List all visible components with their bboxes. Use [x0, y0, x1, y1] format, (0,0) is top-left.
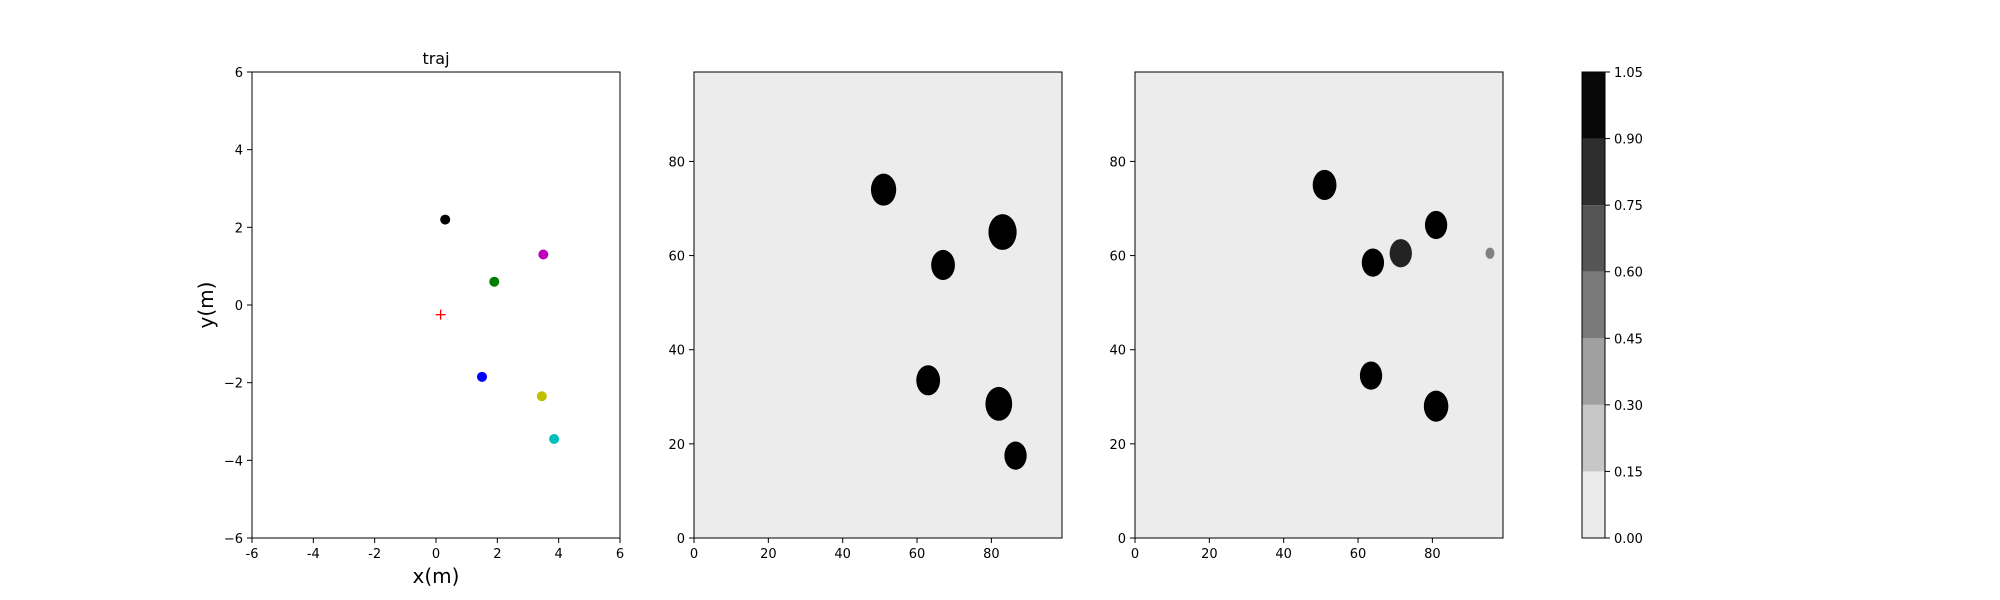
- plus-marker: [435, 309, 446, 320]
- colorbar-band: [1582, 338, 1605, 405]
- y-tick-label: 20: [668, 438, 685, 453]
- colorbar-band: [1582, 471, 1605, 538]
- y-tick-label: 0: [235, 299, 243, 314]
- x-tick-label: -4: [307, 547, 320, 562]
- x-tick-label: 40: [1275, 547, 1292, 562]
- heatmap-blob: [931, 249, 955, 281]
- colorbar-tick-label: 0.15: [1614, 465, 1643, 480]
- scatter-point: [549, 433, 560, 444]
- chart-title: traj: [422, 49, 449, 68]
- heatmap-blobs: [870, 173, 1027, 470]
- heatmap-blob: [985, 386, 1013, 421]
- x-tick-label: 6: [616, 547, 624, 562]
- y-tick-label: 80: [668, 155, 685, 170]
- colorbar: 0.00 0.15 0.30 0.45 0.60 0.75 0.90 1.05: [1581, 66, 1643, 547]
- heatmap-blob: [916, 365, 941, 396]
- x-tick-label: -6: [246, 547, 259, 562]
- x-tick-label: 0: [432, 547, 440, 562]
- x-tick-label: 20: [760, 547, 777, 562]
- heatmap-blob: [1424, 210, 1448, 240]
- heatmap-blob: [1361, 248, 1385, 277]
- x-tick-label: -2: [368, 547, 381, 562]
- heatmap-background: [694, 72, 1062, 538]
- y-axis-label: y(m): [194, 282, 218, 329]
- axis-ticks: -6 -4 -2 0 2 4 6 −6 −4 −2 0 2 4 6: [224, 66, 624, 562]
- colorbar-band: [1582, 205, 1605, 272]
- y-tick-label: 0: [1118, 532, 1126, 547]
- y-tick-label: 0: [677, 532, 685, 547]
- y-tick-label: 60: [1109, 250, 1126, 265]
- scatter-point: [538, 249, 549, 260]
- colorbar-band: [1582, 271, 1605, 339]
- heatmap-blobs: [1312, 169, 1495, 422]
- heatmap-blob: [1423, 390, 1449, 422]
- scatter-point: [536, 391, 547, 402]
- y-tick-label: −2: [224, 377, 243, 392]
- heatmap-blob: [870, 173, 897, 206]
- colorbar-tick-label: 0.90: [1614, 133, 1643, 148]
- x-axis-label: x(m): [413, 564, 460, 588]
- colorbar-bands: [1582, 72, 1605, 538]
- y-tick-label: −6: [224, 532, 243, 547]
- heatmap-blob: [988, 214, 1017, 250]
- heatmap-blob: [1485, 247, 1495, 259]
- x-tick-label: 80: [1424, 547, 1441, 562]
- colorbar-tick-label: 0.30: [1614, 399, 1643, 414]
- x-tick-label: 2: [493, 547, 501, 562]
- y-tick-label: 20: [1109, 438, 1126, 453]
- colorbar-tick-label: 0.45: [1614, 332, 1643, 347]
- y-tick-label: −4: [224, 454, 243, 469]
- x-tick-label: 60: [909, 547, 926, 562]
- x-tick-label: 80: [983, 547, 1000, 562]
- y-tick-label: 80: [1109, 155, 1126, 170]
- colorbar-tick-label: 0.60: [1614, 266, 1643, 281]
- colorbar-band: [1582, 404, 1605, 472]
- scatter-point: [489, 276, 500, 287]
- scatter-point: [440, 214, 451, 225]
- colorbar-band: [1582, 138, 1605, 206]
- x-tick-label: 60: [1350, 547, 1367, 562]
- axis-ticks: 0 20 40 60 80 0 20 40 60 80: [1109, 155, 1440, 562]
- x-tick-label: 0: [690, 547, 698, 562]
- plot-frame: [251, 71, 621, 539]
- predicted-heatmap-panel: 0 20 40 60 80 0 20 40 60 80: [1109, 71, 1504, 562]
- colorbar-tick-label: 0.75: [1614, 199, 1643, 214]
- x-tick-label: 0: [1131, 547, 1139, 562]
- y-tick-label: 6: [235, 66, 243, 81]
- colorbar-frame: [1581, 71, 1606, 539]
- heatmap-blob: [1359, 361, 1383, 390]
- colorbar-band: [1582, 72, 1605, 139]
- heatmap-blob: [1312, 169, 1337, 201]
- heatmap-blob: [1004, 441, 1027, 470]
- x-tick-label: 40: [834, 547, 851, 562]
- traj-scatter-panel: traj x(m) y(m) -6 -4 -2 0 2 4 6 −6 −4 −2 0 2 4 6: [194, 49, 624, 588]
- scatter-point: [477, 371, 487, 382]
- axis-ticks: 0 20 40 60 80 0 20 40 60 80: [668, 155, 999, 562]
- y-tick-label: 4: [235, 144, 243, 159]
- y-tick-label: 60: [668, 250, 685, 265]
- heatmap-background: [1135, 72, 1503, 538]
- scatter-points: [435, 214, 560, 444]
- x-tick-label: 20: [1201, 547, 1218, 562]
- plot-frame: [1134, 71, 1504, 539]
- y-tick-label: 2: [235, 221, 243, 236]
- y-tick-label: 40: [1109, 344, 1126, 359]
- plot-frame: [693, 71, 1063, 539]
- colorbar-tick-label: 1.05: [1614, 66, 1643, 81]
- heatmap-blob: [1389, 239, 1412, 268]
- colorbar-tick-label: 0.00: [1614, 532, 1643, 547]
- y-tick-label: 40: [668, 344, 685, 359]
- ground-truth-heatmap-panel: 0 20 40 60 80 0 20 40 60 80: [668, 71, 1063, 562]
- colorbar-ticks: 0.00 0.15 0.30 0.45 0.60 0.75 0.90 1.05: [1605, 66, 1643, 547]
- x-tick-label: 4: [555, 547, 563, 562]
